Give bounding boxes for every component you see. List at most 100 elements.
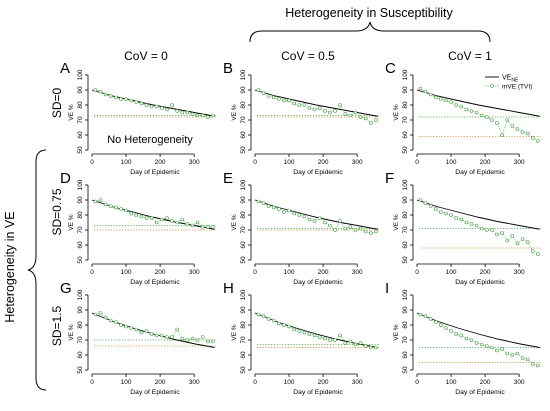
panel-f-x-tick-label: 300 xyxy=(514,269,525,276)
panel-h-mve-point xyxy=(261,314,266,318)
column-label-cov-0.5: CoV = 0.5 xyxy=(281,49,335,63)
panel-d-mve-point xyxy=(103,202,108,207)
panel-b-ve-ne-line xyxy=(254,89,378,117)
panel-a-mve-point xyxy=(98,89,103,94)
panel-a-x-tick-label: 300 xyxy=(189,159,200,166)
panel-g-mve-point xyxy=(180,336,185,341)
panel-h-mve-point xyxy=(358,341,363,345)
panel-e-mve-point xyxy=(261,201,266,205)
panel-i-ve-ne-line xyxy=(416,312,540,348)
panel-h-y-tick-label: 70 xyxy=(240,336,247,344)
panel-i-mve-point xyxy=(449,329,453,333)
panel-g-y-tick-label: 70 xyxy=(77,336,84,344)
panel-d-mve-point xyxy=(144,216,149,220)
panel-f-ve-ne-line xyxy=(416,199,540,230)
panel-h-mve-point xyxy=(266,317,271,321)
panel-f-x-tick-label: 100 xyxy=(446,269,457,276)
panel-c-mve-point xyxy=(505,118,510,122)
panel-b-x-tick-label: 300 xyxy=(352,159,363,166)
panel-g-mve-point xyxy=(139,330,144,335)
panel-b-y-tick-label: 100 xyxy=(240,69,247,80)
panel-i-mve-point xyxy=(505,351,510,356)
panel-c-letter: C xyxy=(385,60,396,77)
panel-c-x-tick-label: 100 xyxy=(446,159,457,166)
annotation-no-heterogeneity: No Heterogeneity xyxy=(107,134,193,146)
panel-b-y-tick-label: 50 xyxy=(240,146,247,154)
column-label-cov-0: CoV = 0 xyxy=(124,49,168,63)
panel-f-mve-point xyxy=(530,249,535,253)
panel-i-mve-point xyxy=(464,336,469,341)
panel-b-letter: B xyxy=(223,60,233,77)
panel-a-mve-point xyxy=(195,113,200,118)
panel-i-mve-point xyxy=(520,356,525,360)
panel-a: A 50 60 70 80 90 100 0 100 200 300 Day of Epidemic V… xyxy=(60,60,216,176)
panel-f-mve-point xyxy=(449,213,453,217)
panel-e-mve-point xyxy=(271,205,276,210)
panel-a-mve-point xyxy=(124,97,128,101)
panel-c-mve-point xyxy=(428,92,433,97)
panel-d-mve-point xyxy=(154,220,159,225)
panel-i-mve-point xyxy=(459,333,464,338)
panel-d-mve-point xyxy=(114,205,118,210)
panel-g-mve-point xyxy=(108,318,113,323)
panel-h-mve-point xyxy=(256,312,261,317)
panel-f-mve-point xyxy=(485,228,489,232)
panel-a-mve-point xyxy=(144,103,149,107)
panel-b-mve-point xyxy=(297,103,302,107)
panel-h-mve-point xyxy=(343,341,348,345)
panel-h-mve-point xyxy=(368,345,373,350)
panel-a-mve-point xyxy=(108,94,113,98)
panel-e-mve-point xyxy=(363,229,368,234)
panel-g-x-tick-label: 200 xyxy=(155,379,166,386)
panel-h-x-tick-label: 0 xyxy=(253,379,257,386)
panel-a-y-tick-label: 70 xyxy=(77,116,84,124)
panel-e-mve-point xyxy=(266,204,271,208)
panel-d-y-tick-label: 70 xyxy=(77,226,84,234)
panel-i-mve-point xyxy=(474,341,479,345)
panel-c-ylabel: VE % xyxy=(393,104,400,120)
panel-e-ylabel: VE % xyxy=(231,214,238,230)
panel-b-mve-point xyxy=(282,98,286,103)
panel-g-mve-point xyxy=(129,326,133,330)
legend-line-label: VENE xyxy=(502,75,519,84)
panel-i-mve-connector xyxy=(420,314,538,366)
panel-c-mve-point xyxy=(525,131,530,136)
left-title: Heterogeneity in VE xyxy=(3,211,17,322)
panel-a-x-tick-label: 100 xyxy=(121,159,132,166)
panel-a-mve-point xyxy=(160,106,164,110)
panel-i-y-tick-label: 60 xyxy=(402,351,409,359)
panel-e-mve-point xyxy=(348,225,353,229)
panel-h-mve-point xyxy=(307,332,312,336)
panel-f-y-tick-label: 100 xyxy=(402,179,409,190)
panel-b-y-tick-label: 80 xyxy=(240,101,247,109)
panel-e-y-tick-label: 90 xyxy=(240,196,247,204)
panel-d-letter: D xyxy=(60,170,71,187)
panel-i-xlabel: Day of Epidemic xyxy=(455,389,505,396)
panel-f-letter: F xyxy=(385,170,394,187)
panel-d-x-tick-label: 0 xyxy=(90,269,94,276)
panel-g-mve-point xyxy=(119,323,123,327)
panel-b-mve-point xyxy=(312,107,317,112)
panel-b-x-tick-label: 200 xyxy=(318,159,329,166)
panel-e-y-tick-label: 80 xyxy=(240,211,247,219)
panel-b-mve-point xyxy=(348,113,353,118)
panel-b-mve-point xyxy=(292,101,296,106)
panel-c-x-tick-label: 0 xyxy=(415,159,419,166)
panel-f-mve-point xyxy=(490,228,494,232)
panel-e-mve-point xyxy=(358,226,363,231)
panel-i-mve-point xyxy=(490,345,494,350)
panel-b-mve-point xyxy=(353,110,358,115)
panel-i-letter: I xyxy=(385,280,389,297)
legend-points-label: mVE (TVI) xyxy=(502,84,532,91)
panel-g-mve-point xyxy=(170,335,174,339)
panel-c: C 50 60 70 80 90 100 0 100 200 300 Day of Epidemic V… xyxy=(385,60,541,176)
panel-g-mve-point xyxy=(175,327,179,332)
panel-i-mve-point xyxy=(530,362,535,366)
panel-e-mve-point xyxy=(302,214,307,219)
panel-i-mve-point xyxy=(510,353,515,357)
panel-d-mve-point xyxy=(170,219,174,223)
panel-d-x-tick-label: 200 xyxy=(155,269,166,276)
panel-d-x-tick-label: 100 xyxy=(121,269,132,276)
panel-b-ylabel: VE % xyxy=(231,104,238,120)
panel-e-mve-point xyxy=(307,217,312,222)
